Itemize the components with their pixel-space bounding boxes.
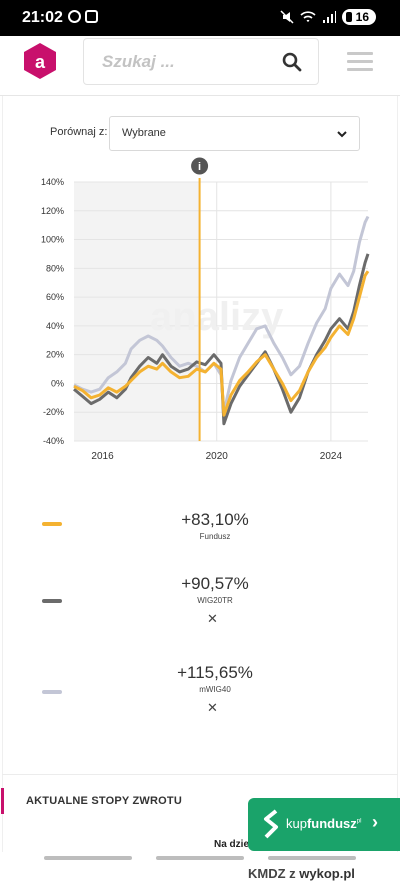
battery-indicator: 16 (341, 9, 376, 25)
status-bar: 21:02 16 (0, 0, 400, 36)
y-tick-label: -20% (43, 407, 64, 417)
nav-pill (44, 856, 132, 860)
chevron-right-icon: › (372, 812, 378, 832)
x-tick-label: 2016 (91, 451, 114, 462)
kupfundusz-label: kupfunduszpl (286, 816, 362, 831)
y-tick-label: 40% (46, 321, 64, 331)
info-icon (191, 157, 209, 175)
svg-text:a: a (35, 52, 46, 72)
legend-item-mwig40: +115,65% mWIG40 ✕ (0, 663, 400, 715)
legend-value: +83,10% (181, 510, 249, 529)
chevron-down-icon (337, 131, 347, 138)
legend-name: Fundusz (199, 532, 231, 541)
status-time: 21:02 (22, 9, 63, 26)
legend-name: mWIG40 (199, 685, 231, 694)
nav-pill (268, 856, 356, 860)
remove-series-button[interactable]: ✕ (207, 611, 218, 626)
y-tick-label: -40% (43, 436, 64, 446)
section-title: AKTUALNE STOPY ZWROTU (26, 795, 182, 807)
content-card (2, 96, 398, 856)
kupfundusz-logo-icon (264, 809, 278, 839)
app-header: a Szukaj ... (0, 36, 400, 96)
compare-label: Porównaj z: (50, 126, 108, 138)
compare-select[interactable]: Wybrane (109, 116, 360, 151)
analizy-logo[interactable]: a (22, 42, 58, 82)
info-icon-label: i (198, 161, 201, 173)
y-tick-label: 80% (46, 263, 64, 273)
x-tick-label: 2020 (206, 451, 229, 462)
y-tick-label: 140% (41, 177, 64, 187)
y-tick-label: 0% (51, 378, 64, 388)
legend-value: +90,57% (181, 574, 249, 593)
performance-chart: 140% 120% 100% 80% 60% 40% 20% 0% -20% -40% 2016 20… (41, 157, 370, 462)
status-right: 16 (280, 9, 376, 25)
signal-icon (322, 11, 336, 23)
notification-icon (68, 10, 81, 23)
legend-swatch (42, 599, 62, 603)
legend-item-fundusz: +83,10% Fundusz (0, 510, 400, 558)
search-input[interactable]: Szukaj ... (102, 51, 175, 71)
y-tick-label: 100% (41, 235, 64, 245)
divider (2, 774, 398, 775)
menu-icon[interactable] (347, 52, 373, 72)
legend-name: WIG20TR (197, 596, 233, 605)
search-box[interactable]: Szukaj ... (83, 38, 319, 85)
kupfundusz-button[interactable]: kupfunduszpl › (248, 798, 400, 851)
returns-section-header: AKTUALNE STOPY ZWROTU (0, 788, 400, 818)
legend-swatch (42, 522, 62, 526)
series-line-fundusz (73, 270, 370, 417)
wykop-watermark: KMDZ z wykop.pl (248, 866, 355, 881)
search-icon[interactable] (282, 52, 302, 72)
compare-selected-value: Wybrane (122, 127, 166, 139)
x-tick-label: 2024 (320, 451, 343, 462)
legend-item-wig20tr: +90,57% WIG20TR ✕ (0, 574, 400, 626)
mute-icon (280, 10, 294, 24)
date-label: Na dzie (214, 839, 250, 850)
chart-watermark: analizy (150, 295, 284, 339)
status-notification-icons (68, 10, 98, 23)
y-tick-label: 20% (46, 350, 64, 360)
system-nav-bar (0, 852, 400, 886)
legend-value: +115,65% (177, 663, 253, 682)
nav-pill (156, 856, 244, 860)
wifi-icon (300, 11, 316, 22)
legend-swatch (42, 690, 62, 694)
notification-icon (85, 10, 98, 23)
y-tick-label: 60% (46, 292, 64, 302)
section-accent (1, 788, 4, 814)
y-tick-label: 120% (41, 206, 64, 216)
remove-series-button[interactable]: ✕ (207, 700, 218, 715)
